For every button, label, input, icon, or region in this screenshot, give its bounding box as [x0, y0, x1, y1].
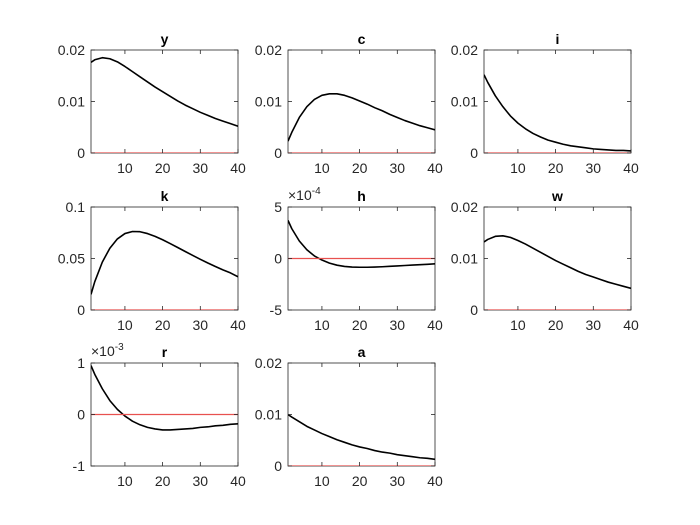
x-tick-label: 10	[314, 317, 330, 333]
subplot-title: r	[162, 344, 168, 360]
response-line	[91, 230, 238, 295]
x-tick-label: 10	[314, 473, 330, 489]
x-tick-label: 10	[117, 317, 133, 333]
y-tick-label: -1	[73, 458, 86, 474]
response-line	[484, 235, 631, 290]
x-tick-label: 40	[623, 160, 639, 176]
y-tick-label: 0.02	[58, 42, 85, 58]
x-tick-label: 30	[193, 473, 209, 489]
subplot-title: h	[357, 188, 366, 204]
axes-frame	[483, 49, 632, 154]
y-tick-label: 0.02	[255, 42, 282, 58]
subplot-h: 10 20 30 40 -5 0 5 h ×10-4	[270, 186, 443, 333]
y-tick-label: 0	[77, 145, 85, 161]
x-tick-label: 20	[155, 160, 171, 176]
exponent-power: -4	[312, 186, 321, 197]
x-tick-label: 20	[155, 317, 171, 333]
x-tick-label: 20	[352, 160, 368, 176]
x-tick-label: 40	[427, 317, 443, 333]
subplot-k: 10 20 30 40 0 0.05 0.1 k	[58, 188, 246, 333]
response-line	[288, 92, 435, 142]
x-tick-label: 10	[117, 473, 133, 489]
y-tick-label: 0	[274, 145, 282, 161]
subplot-w: 10 20 30 40 0 0.01 0.02 w	[451, 188, 639, 333]
x-tick-label: 40	[427, 473, 443, 489]
y-tick-label: 0.01	[451, 94, 478, 110]
subplot-c: 10 20 30 40 0 0.01 0.02 c	[255, 31, 443, 176]
subplot-y: 10 20 30 40 0 0.01 0.02 y	[58, 31, 246, 176]
response-line	[91, 365, 238, 431]
exponent-label: ×10-3	[91, 342, 124, 359]
y-tick-label: 0.01	[255, 407, 282, 423]
x-tick-label: 30	[390, 317, 406, 333]
exponent-power: -3	[115, 342, 124, 353]
x-tick-label: 30	[193, 160, 209, 176]
y-tick-label: 0.02	[451, 199, 478, 215]
x-tick-label: 30	[390, 160, 406, 176]
y-tick-label: 1	[77, 355, 85, 371]
x-tick-label: 30	[390, 473, 406, 489]
y-tick-label: 0.05	[58, 251, 85, 267]
x-tick-label: 40	[427, 160, 443, 176]
x-tick-label: 40	[230, 473, 246, 489]
y-tick-label: 0.01	[255, 94, 282, 110]
x-tick-label: 30	[586, 317, 602, 333]
response-line	[484, 74, 631, 152]
x-tick-label: 20	[352, 473, 368, 489]
subplot-title: a	[358, 344, 366, 360]
subplot-r: 10 20 30 40 -1 0 1 r ×10-3	[73, 342, 246, 489]
y-tick-label: 0	[77, 302, 85, 318]
subplot-title: k	[161, 188, 169, 204]
subplot-title: y	[161, 31, 169, 47]
y-tick-label: 0.01	[451, 251, 478, 267]
axes-frame	[90, 206, 239, 311]
x-tick-label: 40	[623, 317, 639, 333]
y-tick-label: 0	[274, 458, 282, 474]
subplot-a: 10 20 30 40 0 0.01 0.02 a	[255, 344, 443, 489]
x-tick-label: 40	[230, 317, 246, 333]
y-tick-label: 0	[470, 145, 478, 161]
x-tick-label: 20	[548, 160, 564, 176]
x-tick-label: 30	[586, 160, 602, 176]
x-tick-label: 20	[352, 317, 368, 333]
response-line	[288, 220, 435, 269]
subplot-title: i	[556, 31, 560, 47]
subplot-title: c	[358, 31, 366, 47]
axes-frame	[483, 206, 632, 311]
y-tick-label: 0.1	[66, 199, 86, 215]
response-line	[288, 413, 435, 461]
x-tick-label: 30	[193, 317, 209, 333]
y-tick-label: 0	[274, 251, 282, 267]
y-tick-label: 0.02	[451, 42, 478, 58]
y-tick-label: 5	[274, 199, 282, 215]
x-tick-label: 20	[155, 473, 171, 489]
y-tick-label: 0	[470, 302, 478, 318]
y-tick-label: -5	[270, 302, 283, 318]
y-tick-label: 0.02	[255, 355, 282, 371]
x-tick-label: 40	[230, 160, 246, 176]
subplot-i: 10 20 30 40 0 0.01 0.02 i	[451, 31, 639, 176]
exponent-label: ×10-4	[288, 186, 321, 203]
y-tick-label: 0.01	[58, 94, 85, 110]
x-tick-label: 10	[117, 160, 133, 176]
x-tick-label: 10	[314, 160, 330, 176]
x-tick-label: 20	[548, 317, 564, 333]
axes-frame	[287, 362, 436, 467]
x-tick-label: 10	[510, 317, 526, 333]
x-tick-label: 10	[510, 160, 526, 176]
y-tick-label: 0	[77, 407, 85, 423]
subplot-title: w	[551, 188, 563, 204]
axes-frame	[90, 49, 239, 154]
response-line	[91, 56, 238, 127]
